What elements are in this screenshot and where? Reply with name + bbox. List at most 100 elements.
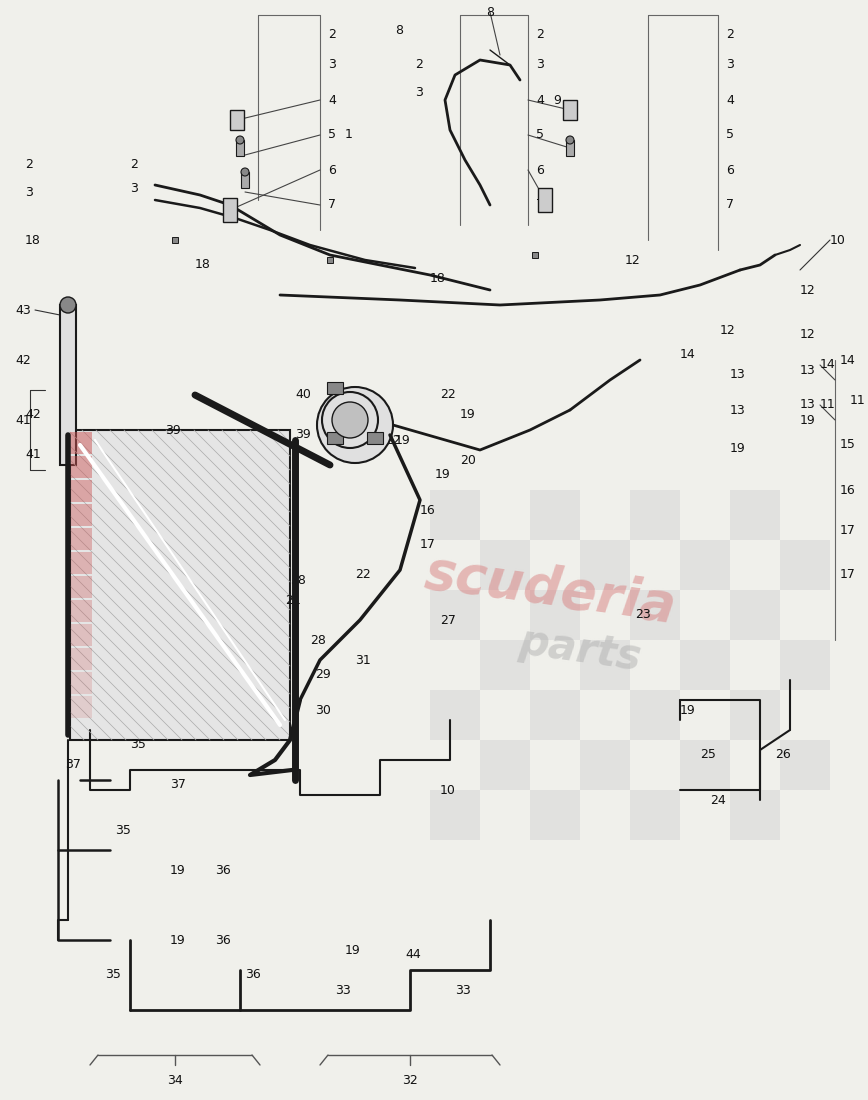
Text: 19: 19: [460, 408, 476, 421]
Bar: [60, 305, 76, 465]
Text: 18: 18: [25, 233, 41, 246]
Text: 19: 19: [435, 469, 450, 482]
Text: 33: 33: [335, 983, 351, 997]
Bar: [70, 576, 92, 598]
Text: 37: 37: [65, 759, 81, 771]
Text: 25: 25: [700, 748, 716, 761]
Bar: [70, 696, 92, 718]
Text: scuderia: scuderia: [421, 547, 679, 634]
Text: 13: 13: [800, 363, 816, 376]
Text: 18: 18: [195, 258, 211, 272]
Text: 7: 7: [536, 198, 544, 211]
Bar: [538, 188, 552, 212]
Bar: [70, 600, 92, 621]
Text: 35: 35: [105, 968, 121, 981]
Bar: [532, 252, 538, 258]
Text: 4: 4: [726, 94, 733, 107]
Text: 2: 2: [415, 58, 423, 72]
Text: 6: 6: [328, 164, 336, 176]
Text: 7: 7: [328, 198, 336, 211]
Text: 18: 18: [430, 272, 446, 285]
Text: 14: 14: [820, 359, 836, 372]
Text: 6: 6: [536, 164, 544, 176]
Text: 32: 32: [402, 1074, 418, 1087]
Text: 14: 14: [680, 349, 696, 362]
Text: 20: 20: [460, 453, 476, 466]
Text: 36: 36: [215, 864, 231, 877]
Text: 19: 19: [395, 433, 411, 447]
Text: 9: 9: [553, 94, 561, 107]
Text: 19: 19: [170, 864, 186, 877]
Text: 1: 1: [345, 129, 353, 142]
Text: 11: 11: [850, 394, 865, 407]
Text: 8: 8: [395, 23, 403, 36]
Bar: [680, 540, 730, 590]
Text: 29: 29: [315, 669, 331, 682]
Text: 39: 39: [165, 424, 181, 437]
Text: 42: 42: [15, 353, 30, 366]
Text: 12: 12: [800, 284, 816, 297]
Text: 13: 13: [730, 368, 746, 382]
Text: 3: 3: [726, 58, 733, 72]
Text: 16: 16: [420, 504, 436, 517]
Bar: [680, 640, 730, 690]
Text: 17: 17: [420, 539, 436, 551]
Bar: [680, 740, 730, 790]
Bar: [630, 590, 680, 640]
Text: 3: 3: [130, 182, 138, 195]
Text: 34: 34: [168, 1074, 183, 1087]
Text: 42: 42: [25, 408, 41, 421]
Bar: [566, 140, 574, 156]
Text: 19: 19: [800, 414, 816, 427]
Bar: [730, 590, 780, 640]
Text: 24: 24: [710, 793, 726, 806]
Bar: [530, 490, 580, 540]
Bar: [430, 490, 480, 540]
Bar: [730, 790, 780, 840]
Bar: [430, 690, 480, 740]
Bar: [580, 640, 630, 690]
Bar: [480, 640, 530, 690]
Bar: [780, 640, 830, 690]
Bar: [70, 456, 92, 478]
Text: 37: 37: [170, 779, 186, 792]
Bar: [327, 432, 343, 444]
Text: 3: 3: [328, 58, 336, 72]
Bar: [70, 528, 92, 550]
Text: 2: 2: [726, 29, 733, 42]
Text: 2: 2: [25, 158, 33, 172]
Text: 5: 5: [328, 129, 336, 142]
Bar: [241, 172, 249, 188]
Bar: [70, 480, 92, 502]
Circle shape: [566, 136, 574, 144]
Bar: [70, 504, 92, 526]
Text: 33: 33: [455, 983, 470, 997]
Bar: [730, 690, 780, 740]
Bar: [430, 790, 480, 840]
Bar: [480, 740, 530, 790]
Bar: [70, 430, 290, 740]
Bar: [530, 590, 580, 640]
Bar: [780, 540, 830, 590]
Bar: [530, 790, 580, 840]
Text: 22: 22: [355, 569, 371, 582]
Text: 2: 2: [328, 29, 336, 42]
Text: 21: 21: [285, 594, 300, 606]
Bar: [630, 790, 680, 840]
Text: 7: 7: [726, 198, 734, 211]
Bar: [730, 490, 780, 540]
Text: 43: 43: [15, 304, 30, 317]
Text: 22: 22: [440, 388, 456, 401]
Text: 23: 23: [635, 608, 651, 622]
Bar: [172, 236, 178, 243]
Bar: [580, 540, 630, 590]
Text: 31: 31: [355, 653, 371, 667]
Bar: [223, 198, 237, 222]
Text: parts: parts: [516, 620, 644, 680]
Bar: [327, 382, 343, 394]
Text: 36: 36: [215, 934, 231, 946]
Text: 6: 6: [726, 164, 733, 176]
Circle shape: [332, 402, 368, 438]
Text: 5: 5: [726, 129, 734, 142]
Bar: [480, 540, 530, 590]
